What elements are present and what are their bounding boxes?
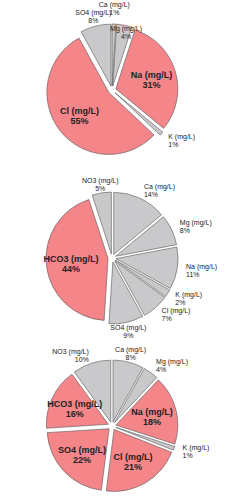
slice-value: 11% — [186, 271, 200, 278]
slice-value: 4% — [121, 33, 131, 40]
slice-value: 2% — [175, 299, 185, 306]
slice-name: Cl (mg/L) — [162, 307, 191, 315]
pie-chart: Ca (mg/L)8% Mg (mg/L)4% Na (mg/L)18% K (mg/… — [46, 346, 209, 491]
slice-name: HCO3 (mg/L) — [47, 399, 102, 409]
pie-slice — [109, 262, 143, 324]
slice-label: Na (mg/L)31% — [131, 70, 173, 90]
slice-value: 8% — [88, 17, 98, 24]
slice-label: NO3 (mg/L)5% — [82, 177, 119, 192]
slice-value: 44% — [62, 264, 80, 274]
slice-label: Cl (mg/L)21% — [113, 452, 152, 472]
slice-name: Ca (mg/L) — [115, 346, 146, 354]
slice-value: 4% — [156, 366, 166, 373]
slice-value: 5% — [95, 185, 105, 192]
pie-labels: Ca (mg/L) 1% Mg (mg/L)4% Na (mg/L)31% K (mg/… — [60, 1, 195, 148]
pie-slice — [92, 192, 111, 254]
slice-value: 21% — [124, 462, 142, 472]
pie-labels: Ca (mg/L)8% Mg (mg/L)4% Na (mg/L)18% K (mg/… — [47, 346, 209, 472]
slice-name: K (mg/L) — [183, 444, 210, 452]
slice-name: SO4 (mg/L) — [110, 324, 146, 332]
pie-slice — [81, 24, 111, 86]
pie-slices — [47, 24, 178, 154]
slice-value: 1% — [183, 452, 193, 459]
chart-canvas: Ca (mg/L)1%Mg (mg/L)4%Na (mg/L)31%K (mg/… — [0, 0, 230, 500]
slice-name: Mg (mg/L) — [180, 219, 212, 227]
pie-slices — [46, 360, 177, 491]
slice-name: Ca (mg/L) — [144, 183, 175, 191]
slice-name: Ca (mg/L) — [99, 1, 130, 9]
slice-label: K (mg/L)2% — [175, 291, 202, 306]
pie-chart: Ca (mg/L) 1% Mg (mg/L)4% Na (mg/L)31% K (mg/… — [47, 1, 195, 154]
slice-name: Mg (mg/L) — [156, 358, 188, 366]
slice-label: Mg (mg/L)8% — [180, 219, 212, 234]
slice-value: 14% — [144, 191, 158, 198]
pie-slice — [47, 429, 109, 491]
slice-value: 9% — [123, 332, 133, 339]
slice-label: NO3 (mg/L)10% — [52, 348, 89, 363]
slice-name: K (mg/L) — [168, 133, 195, 141]
slice-name: Mg (mg/L) — [110, 25, 142, 33]
slice-label: HCO3 (mg/L)16% — [47, 399, 102, 419]
slice-label: K (mg/L)1% — [183, 444, 210, 459]
slice-name: K (mg/L) — [175, 291, 202, 299]
slice-name: Na (mg/L) — [131, 70, 173, 80]
slice-label: Mg (mg/L)4% — [156, 358, 188, 373]
slice-label: Ca (mg/L)14% — [144, 183, 175, 198]
slice-label: SO4 (mg/L)8% — [75, 9, 111, 24]
slice-value: 1% — [168, 141, 178, 148]
slice-label: Cl (mg/L)55% — [60, 106, 99, 126]
slice-label: Na (mg/L)11% — [186, 263, 217, 278]
slice-name: SO4 (mg/L) — [75, 9, 111, 17]
slice-name: Cl (mg/L) — [113, 452, 152, 462]
slice-label: SO4 (mg/L)9% — [110, 324, 146, 339]
slice-name: NO3 (mg/L) — [52, 348, 89, 356]
pie-labels: Ca (mg/L)14% Mg (mg/L)8% Na (mg/L)11% K (mg… — [44, 177, 218, 339]
slice-label: SO4 (mg/L)22% — [58, 445, 106, 465]
slice-value: 16% — [66, 409, 84, 419]
pie-chart: Ca (mg/L)14% Mg (mg/L)8% Na (mg/L)11% K (mg… — [44, 177, 218, 339]
slice-label: K (mg/L)1% — [168, 133, 195, 148]
slice-value: 55% — [70, 116, 88, 126]
slice-value: 31% — [143, 80, 161, 90]
slice-label: Ca (mg/L)8% — [115, 346, 146, 361]
slice-value: 22% — [73, 455, 91, 465]
slice-name: Cl (mg/L) — [60, 106, 99, 116]
slice-value: 10% — [75, 356, 89, 363]
slice-label: HCO3 (mg/L)44% — [44, 254, 99, 274]
slice-name: Na (mg/L) — [131, 407, 173, 417]
slice-value: 8% — [180, 227, 190, 234]
slice-value: 7% — [162, 315, 172, 322]
slice-label: Cl (mg/L)7% — [162, 307, 191, 322]
pie-slice — [106, 429, 171, 491]
slice-label: Na (mg/L)18% — [131, 407, 173, 427]
slice-name: NO3 (mg/L) — [82, 177, 119, 185]
slice-name: SO4 (mg/L) — [58, 445, 106, 455]
slice-name: Na (mg/L) — [186, 263, 217, 271]
slice-value: 18% — [143, 417, 161, 427]
slice-name: HCO3 (mg/L) — [44, 254, 99, 264]
slice-value: 8% — [126, 354, 136, 361]
slice-label: Mg (mg/L)4% — [110, 25, 142, 40]
